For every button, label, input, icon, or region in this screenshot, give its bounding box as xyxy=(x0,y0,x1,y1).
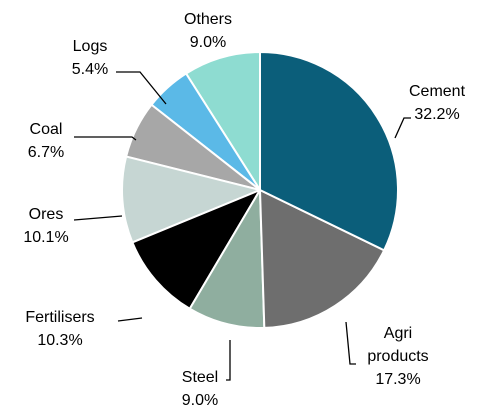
value-label: 32.2% xyxy=(414,106,460,123)
slice-label: Logs 5.4% xyxy=(72,35,108,81)
leader-line xyxy=(345,321,356,365)
category-label: Steel xyxy=(181,369,219,386)
slice-label: Coal 6.7% xyxy=(28,118,64,164)
slice-label: Agri products 17.3% xyxy=(353,322,443,391)
slice-label: Others 9.0% xyxy=(184,8,232,54)
leader-line xyxy=(74,136,137,141)
leader-line xyxy=(117,317,143,322)
category-label: Fertilisers xyxy=(25,309,95,326)
leader-line xyxy=(73,215,123,221)
category-label: Cement xyxy=(408,83,466,100)
value-label: 9.0% xyxy=(181,392,219,407)
pie-slice xyxy=(258,188,386,329)
pie-slice xyxy=(259,50,399,252)
leader-line xyxy=(394,117,411,139)
leader-line xyxy=(116,71,167,105)
value-label: 17.3% xyxy=(375,371,421,388)
leader-line xyxy=(226,340,231,381)
category-label: Ores xyxy=(28,206,64,223)
slice-label: Ores 10.1% xyxy=(23,203,68,249)
leader-lines xyxy=(73,71,411,381)
value-label: 10.3% xyxy=(37,332,83,349)
category-label: Agri products xyxy=(367,325,429,365)
value-label: 5.4% xyxy=(71,61,109,78)
category-label: Coal xyxy=(29,121,63,138)
pie-slice xyxy=(121,155,264,244)
pie-slice xyxy=(131,187,263,311)
value-label: 9.0% xyxy=(189,34,227,51)
value-label: 10.1% xyxy=(23,229,69,246)
slice-label: Cement 32.2% xyxy=(409,80,465,126)
slice-label: Fertilisers 10.3% xyxy=(25,306,94,352)
value-label: 6.7% xyxy=(27,144,65,161)
slice-label: Steel 9.0% xyxy=(182,366,218,407)
category-label: Logs xyxy=(72,38,108,55)
category-label: Others xyxy=(183,11,233,28)
